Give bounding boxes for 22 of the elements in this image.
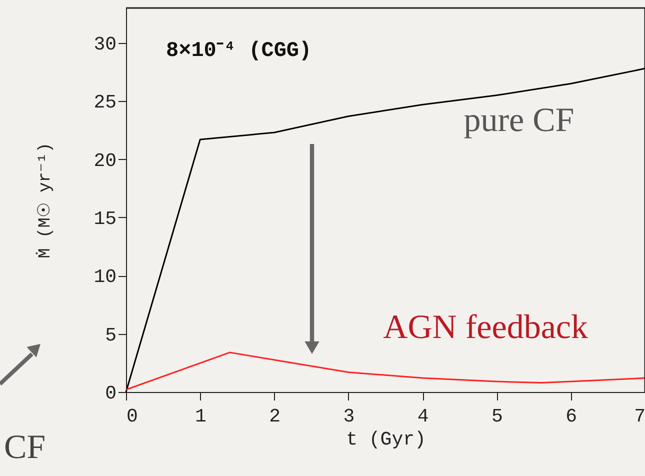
series-label: AGN feedback [383, 309, 588, 346]
y-tick-label: 20 [94, 150, 116, 172]
x-tick-label: 0 [126, 406, 138, 428]
y-axis-title: Ṁ (M☉ yr⁻¹) [36, 142, 56, 258]
annotation: 8×10⁻⁴ (CGG) [166, 40, 312, 63]
x-tick-label: 2 [269, 406, 280, 428]
x-tick-label: 5 [492, 406, 503, 428]
line-series [125, 352, 645, 390]
y-tick-label: 25 [94, 92, 116, 114]
y-tick-label: 15 [94, 208, 116, 230]
x-tick-label: 7 [634, 406, 645, 428]
text: CF [4, 429, 46, 466]
x-tick-label: 6 [566, 406, 578, 428]
series-label: pure CF [464, 102, 574, 139]
x-tick-label: 3 [343, 406, 355, 428]
x-axis-title: t (Gyr) [346, 428, 426, 450]
y-tick-label: 10 [94, 266, 116, 288]
x-tick-label: 4 [417, 406, 429, 428]
y-tick-label: 0 [105, 382, 116, 404]
y-tick-label: 5 [105, 324, 116, 346]
x-tick-label: 1 [194, 406, 206, 428]
y-tick-label: 30 [94, 33, 116, 56]
